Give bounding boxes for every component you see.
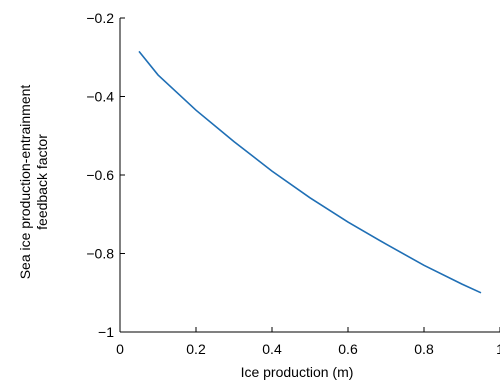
y-tick-label: −0.6 — [86, 167, 114, 183]
x-tick-label: 0.8 — [414, 341, 434, 357]
y-tick-label: −0.8 — [86, 246, 114, 262]
x-axis-title: Ice production (m) — [241, 364, 354, 380]
x-tick-label: 0.2 — [186, 341, 206, 357]
x-tick-label: 0.6 — [338, 341, 358, 357]
y-axis: −1 −0.8 −0.6 −0.4 −0.2 — [86, 10, 125, 340]
x-tick-label: 0 — [116, 341, 124, 357]
y-axis-title-line-1: Sea ice production-entrainment — [17, 85, 33, 280]
x-tick-label: 1 — [496, 341, 500, 357]
x-ticks: 0 0.2 0.4 0.6 0.8 1 — [116, 327, 500, 357]
y-axis-title-line-2: feedback factor — [34, 134, 50, 230]
y-tick-label: −0.4 — [86, 89, 114, 105]
y-tick-label: −1 — [98, 324, 114, 340]
y-ticks: −1 −0.8 −0.6 −0.4 −0.2 — [86, 10, 125, 340]
y-axis-title: Sea ice production-entrainment feedback … — [17, 85, 50, 280]
x-tick-label: 0.4 — [262, 341, 282, 357]
plot-area — [138, 50, 482, 294]
x-axis: 0 0.2 0.4 0.6 0.8 1 — [116, 327, 500, 357]
series-line-1 — [138, 50, 482, 294]
y-tick-label: −0.2 — [86, 10, 114, 26]
